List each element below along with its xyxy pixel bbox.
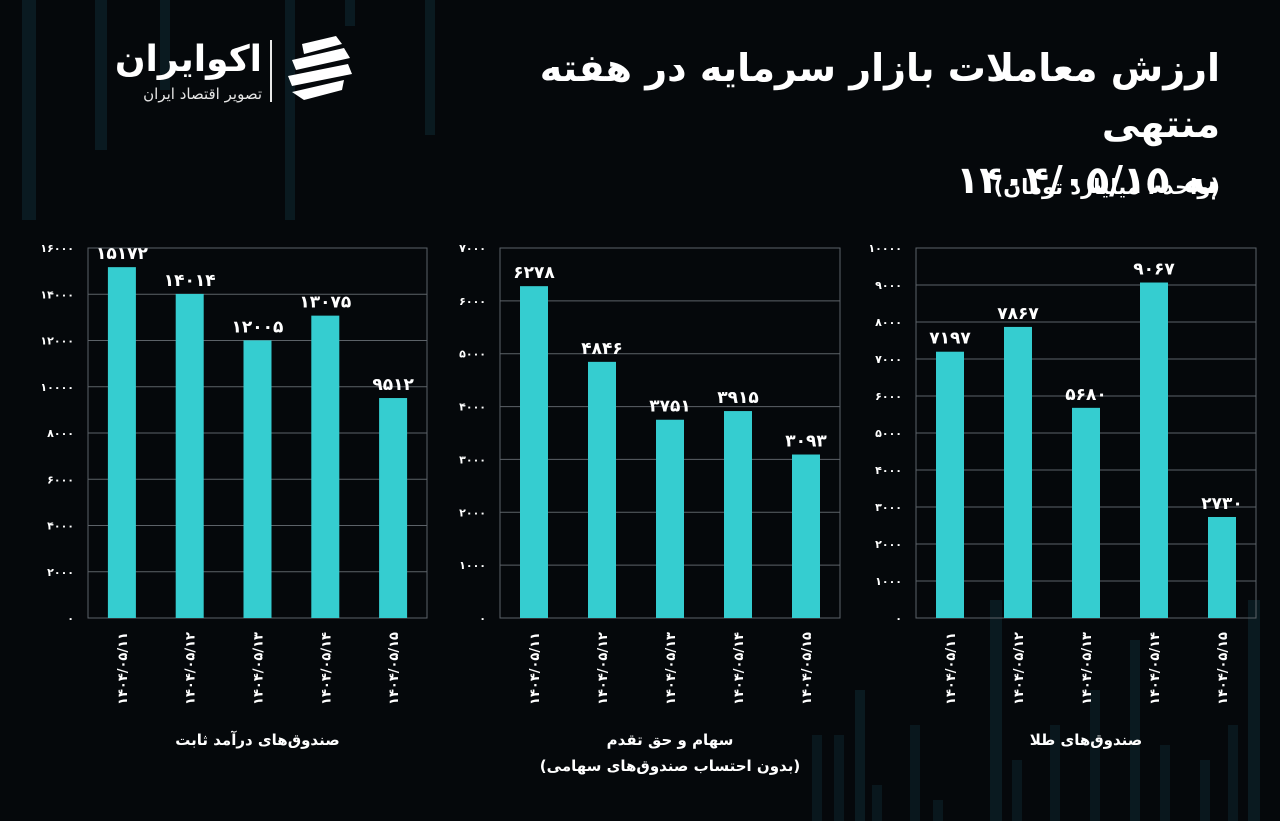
bar xyxy=(656,419,684,618)
y-tick-label: ۴۰۰۰ xyxy=(47,520,74,533)
y-tick-label: ۵۰۰۰ xyxy=(875,427,902,440)
y-tick-label: ۱۶۰۰۰ xyxy=(40,242,74,255)
y-tick-label: ۲۰۰۰ xyxy=(875,538,902,551)
bar xyxy=(520,286,548,618)
x-tick-label: ۱۴۰۴/۰۵/۱۱ xyxy=(528,632,543,705)
y-tick-label: ۴۰۰۰ xyxy=(459,401,486,414)
x-tick-label: ۱۴۰۴/۰۵/۱۴ xyxy=(319,632,334,705)
bar xyxy=(1140,282,1168,618)
data-label: ۲۷۳۰ xyxy=(1201,494,1243,514)
x-axis-sublabel: (بدون احتساب صندوق‌های سهامی) xyxy=(540,757,800,775)
y-tick-label: ۱۰۰۰ xyxy=(459,559,486,572)
chart-gold-funds: ۰ ۱۰۰۰ ۲۰۰۰ ۳۰۰۰ ۴۰۰۰ ۵۰۰۰ ۶۰۰۰ ۷۰۰۰ ۸۰۰۰ ۹۰۰۰ ۱۰۰… xyxy=(868,242,1257,749)
y-tick-label: ۶۰۰۰ xyxy=(459,295,486,308)
y-tick-label: ۱۴۰۰۰ xyxy=(40,288,74,301)
bar xyxy=(1072,407,1100,618)
y-tick-label: ۱۰۰۰۰ xyxy=(868,242,902,255)
x-tick-label: ۱۴۰۴/۰۵/۱۳ xyxy=(1080,632,1095,705)
y-tick-label: ۳۰۰۰ xyxy=(875,501,902,514)
bar xyxy=(175,293,204,618)
x-axis-label: صندوق‌های طلا xyxy=(1030,731,1143,749)
ecoiran-logo: اکوایران تصویر اقتصاد ایران xyxy=(52,34,352,114)
x-tick-label: ۱۴۰۴/۰۵/۱۲ xyxy=(596,632,611,705)
data-label: ۱۲۰۰۵ xyxy=(232,317,284,337)
unit-label: (واحد : میلیارد تومان) xyxy=(993,175,1220,199)
bar xyxy=(379,398,408,618)
y-tick-label: ۲۰۰۰ xyxy=(47,566,74,579)
data-label: ۱۴۰۱۴ xyxy=(164,271,216,291)
y-tick-label: ۵۰۰۰ xyxy=(459,348,486,361)
y-tick-label: ۶۰۰۰ xyxy=(875,390,902,403)
data-label: ۹۵۱۲ xyxy=(372,375,414,395)
data-label: ۶۲۷۸ xyxy=(513,263,555,283)
bar xyxy=(1004,326,1032,618)
x-tick-label: ۱۴۰۴/۰۵/۱۱ xyxy=(116,632,131,705)
x-tick-label: ۱۴۰۴/۰۵/۱۴ xyxy=(1148,632,1163,705)
chart-fixed-income-funds: ۰ ۲۰۰۰ ۴۰۰۰ ۶۰۰۰ ۸۰۰۰ ۱۰۰۰۰ ۱۲۰۰۰ ۱۴۰۰۰ ۱۶۰۰۰ ۱۵۱… xyxy=(40,242,428,749)
bar xyxy=(588,361,616,618)
y-tick-label: ۱۰۰۰۰ xyxy=(40,381,74,394)
data-label: ۴۸۴۶ xyxy=(581,339,623,359)
bar xyxy=(107,267,136,618)
x-tick-label: ۱۴۰۴/۰۵/۱۱ xyxy=(944,632,959,705)
data-label: ۷۸۶۷ xyxy=(997,304,1039,324)
ecoiran-logo-mark-icon xyxy=(288,36,352,100)
y-tick-label: ۲۰۰۰ xyxy=(459,506,486,519)
data-label: ۹۰۶۷ xyxy=(1133,260,1175,280)
data-label: ۳۷۵۱ xyxy=(649,397,691,417)
data-label: ۱۳۰۷۵ xyxy=(299,293,351,313)
bar xyxy=(311,315,340,618)
y-tick-label: ۷۰۰۰ xyxy=(875,353,902,366)
x-tick-label: ۱۴۰۴/۰۵/۱۳ xyxy=(252,632,267,705)
y-tick-label: ۸۰۰۰ xyxy=(47,427,74,440)
x-tick-label: ۱۴۰۴/۰۵/۱۵ xyxy=(387,632,402,705)
x-tick-label: ۱۴۰۴/۰۵/۱۲ xyxy=(1012,632,1027,705)
y-tick-label: ۸۰۰۰ xyxy=(875,316,902,329)
y-tick-label: ۳۰۰۰ xyxy=(459,453,486,466)
x-tick-label: ۱۴۰۴/۰۵/۱۵ xyxy=(800,632,815,705)
bar xyxy=(724,411,752,618)
x-tick-label: ۱۴۰۴/۰۵/۱۲ xyxy=(184,632,199,705)
page-title: ارزش معاملات بازار سرمایه در هفته منتهی … xyxy=(460,40,1220,208)
logo-divider xyxy=(270,40,272,102)
bar xyxy=(1208,516,1236,618)
y-tick-label: ۷۰۰۰ xyxy=(459,242,486,255)
logo-name: اکوایران xyxy=(114,39,262,80)
y-tick-label: ۱۰۰۰ xyxy=(875,575,902,588)
y-tick-label: ۰ xyxy=(479,612,486,625)
data-label: ۷۱۹۷ xyxy=(929,329,971,349)
bar xyxy=(792,454,820,618)
bar xyxy=(936,351,964,618)
x-tick-label: ۱۴۰۴/۰۵/۱۵ xyxy=(1216,632,1231,705)
data-label: ۱۵۱۷۲ xyxy=(96,244,149,264)
data-label: ۵۶۸۰ xyxy=(1065,385,1107,405)
logo-tagline: تصویر اقتصاد ایران xyxy=(143,85,262,103)
x-tick-label: ۱۴۰۴/۰۵/۱۳ xyxy=(664,632,679,705)
title-line-2: به ۱۴۰۴/۰۵/۱۵ xyxy=(956,158,1220,202)
y-tick-label: ۴۰۰۰ xyxy=(875,464,902,477)
x-tick-label: ۱۴۰۴/۰۵/۱۴ xyxy=(732,632,747,705)
chart-stocks-and-rights: ۰ ۱۰۰۰ ۲۰۰۰ ۳۰۰۰ ۴۰۰۰ ۵۰۰۰ ۶۰۰۰ ۷۰۰۰ ۶۲۷۸ ۱۴۰۴/۰۵… xyxy=(459,242,841,775)
data-label: ۳۹۱۵ xyxy=(717,388,759,408)
y-tick-label: ۶۰۰۰ xyxy=(47,473,74,486)
y-tick-label: ۰ xyxy=(895,612,902,625)
x-axis-label: سهام و حق تقدم xyxy=(607,731,734,749)
y-tick-label: ۱۲۰۰۰ xyxy=(40,335,74,348)
x-axis-label: صندوق‌های درآمد ثابت xyxy=(175,731,339,749)
bar xyxy=(243,340,272,618)
y-tick-label: ۰ xyxy=(67,612,74,625)
y-tick-label: ۹۰۰۰ xyxy=(875,279,902,292)
data-label: ۳۰۹۳ xyxy=(785,432,827,452)
title-line-1: ارزش معاملات بازار سرمایه در هفته منتهی xyxy=(539,46,1220,146)
